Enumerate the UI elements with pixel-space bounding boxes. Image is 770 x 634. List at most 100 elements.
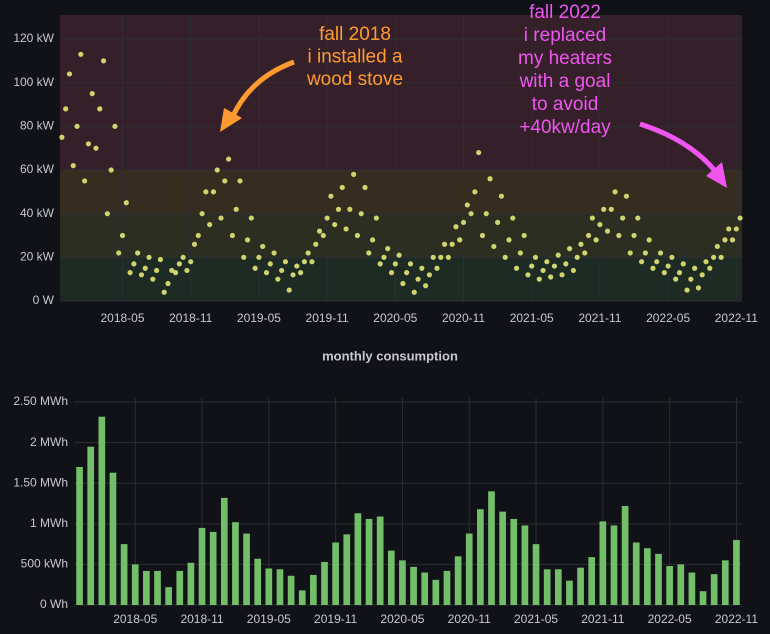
x-tick-label: 2020-11 — [442, 311, 485, 325]
bar — [198, 527, 206, 605]
threshold-band — [60, 170, 742, 214]
data-point — [282, 259, 289, 265]
x-tick-label: 2018-05 — [100, 311, 144, 325]
data-point — [483, 211, 489, 217]
data-point — [578, 241, 584, 247]
data-point — [191, 241, 198, 247]
data-point — [263, 270, 270, 276]
data-point — [597, 221, 603, 228]
data-point — [616, 232, 622, 239]
data-point — [657, 250, 664, 256]
x-tick-label: 2020-05 — [373, 311, 417, 325]
x-tick-label: 2020-11 — [448, 612, 491, 626]
bar — [399, 560, 406, 605]
data-point — [66, 71, 73, 77]
bar — [376, 516, 384, 605]
data-point — [559, 272, 565, 278]
data-point — [460, 219, 467, 226]
annotation-text: with a goal — [519, 71, 611, 92]
data-point — [135, 250, 141, 256]
bar — [143, 570, 150, 605]
data-point — [188, 259, 194, 265]
data-point — [468, 211, 474, 217]
bar — [532, 544, 540, 605]
data-point — [453, 224, 459, 230]
y-tick-label: 2 MWh — [30, 435, 68, 449]
data-point — [661, 270, 667, 276]
data-point — [388, 270, 395, 276]
data-point — [423, 283, 429, 289]
bar — [699, 591, 707, 605]
bar — [276, 569, 284, 605]
y-tick-label: 20 kW — [20, 250, 55, 264]
data-point — [396, 252, 402, 258]
data-point — [176, 261, 182, 267]
data-point — [301, 259, 307, 265]
data-point — [654, 259, 660, 265]
data-point — [502, 254, 508, 260]
data-point — [157, 256, 164, 263]
data-point — [373, 215, 379, 221]
data-point — [343, 226, 349, 232]
bar — [165, 587, 172, 605]
data-point — [89, 90, 95, 97]
bar — [488, 491, 495, 605]
bar — [421, 572, 429, 605]
bar — [465, 533, 473, 605]
bar — [287, 575, 295, 605]
data-point — [415, 276, 421, 282]
x-tick-label: 2021-11 — [578, 311, 621, 325]
data-point — [476, 149, 482, 156]
bar — [566, 580, 573, 605]
bar — [232, 522, 239, 605]
data-point — [214, 167, 220, 173]
data-point — [487, 176, 493, 182]
data-point — [434, 265, 440, 271]
data-point — [199, 211, 205, 217]
threshold-band — [60, 213, 742, 258]
data-point — [510, 215, 516, 221]
data-point — [495, 219, 501, 226]
data-point — [85, 141, 92, 147]
data-point — [601, 206, 607, 212]
bar — [332, 542, 339, 605]
bar — [599, 521, 607, 605]
data-point — [684, 287, 690, 293]
data-point — [138, 272, 145, 278]
y-tick-label: 2.50 MWh — [13, 394, 68, 408]
threshold-band — [60, 15, 742, 171]
data-point — [161, 289, 167, 295]
x-tick-label: 2019-11 — [314, 612, 357, 626]
bar — [499, 511, 506, 605]
data-point — [608, 206, 614, 212]
data-point — [127, 270, 133, 276]
data-point — [733, 226, 739, 232]
bar — [477, 509, 484, 605]
data-point — [517, 250, 523, 256]
data-point — [521, 232, 527, 239]
data-point — [324, 215, 330, 221]
data-point — [631, 232, 637, 239]
data-point — [718, 254, 724, 260]
x-tick-label: 2022-05 — [646, 311, 690, 325]
x-tick-label: 2021-05 — [514, 612, 558, 626]
data-point — [491, 243, 497, 250]
data-point — [226, 156, 232, 162]
y-tick-label: 40 kW — [20, 206, 55, 220]
data-point — [548, 274, 554, 280]
data-point — [612, 189, 618, 195]
data-point — [722, 237, 728, 243]
bar — [220, 497, 228, 605]
bar — [131, 564, 139, 605]
data-point — [729, 237, 736, 243]
data-point — [320, 232, 326, 239]
bar — [109, 472, 117, 605]
data-point — [438, 254, 444, 260]
data-point — [294, 263, 300, 269]
data-point — [297, 270, 304, 276]
data-point — [669, 254, 675, 260]
data-point — [642, 250, 648, 256]
annotation-text: fall 2018 — [319, 24, 391, 45]
data-point — [316, 228, 323, 234]
data-point — [104, 211, 110, 217]
